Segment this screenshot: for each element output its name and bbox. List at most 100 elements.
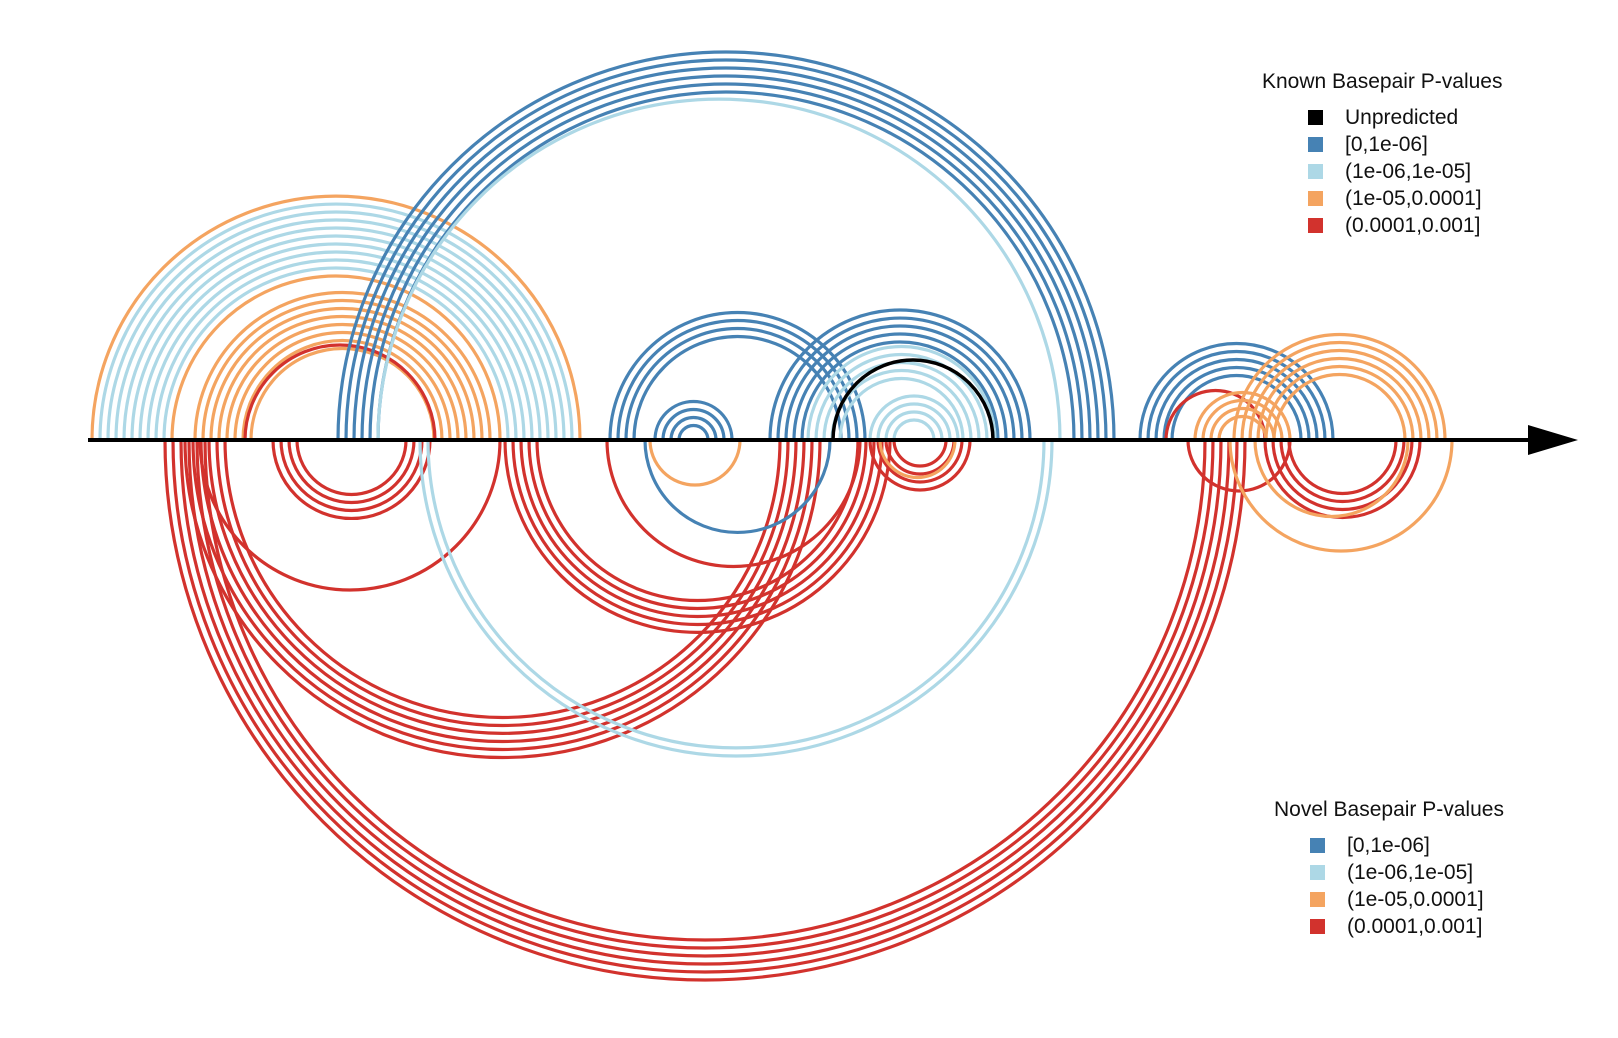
known-legend-item-unpredicted: Unpredicted xyxy=(1262,104,1502,131)
arc-strand xyxy=(360,74,1092,441)
known-legend-item-band1: [0,1e-06] xyxy=(1262,131,1502,158)
novel-arc-bundle-g xyxy=(605,439,862,569)
arc-strand xyxy=(1256,356,1423,441)
arc-strand xyxy=(1201,398,1284,441)
arc-strand xyxy=(784,324,1016,441)
legend-swatch xyxy=(1310,865,1325,880)
arc-strand xyxy=(130,234,542,441)
known-arc-bundle-c xyxy=(243,343,437,441)
known-legend-title: Known Basepair P-values xyxy=(1262,70,1503,93)
known-arc-bundle-b xyxy=(193,290,492,441)
arc-strand xyxy=(344,58,1108,441)
arc-strand xyxy=(138,242,534,441)
known-arc-bundle-h xyxy=(768,308,1032,441)
arc-strand xyxy=(198,439,502,592)
arc-strand xyxy=(653,399,734,441)
arc-strand xyxy=(146,250,526,441)
known-arc-bundle-n xyxy=(1232,332,1447,441)
arc-strand xyxy=(1228,439,1454,553)
arc-strand xyxy=(183,439,822,760)
novel-legend-title: Novel Basepair P-values xyxy=(1274,798,1504,821)
known-legend-item-band4: (0.0001,0.001] xyxy=(1262,212,1502,239)
arc-strand xyxy=(806,344,997,441)
arc-strand xyxy=(876,402,952,441)
legend-label: (0.0001,0.001] xyxy=(1345,213,1481,237)
legend-swatch xyxy=(1308,218,1323,233)
novel-arc-bundle-h xyxy=(643,439,832,535)
arc-strand xyxy=(1271,439,1414,512)
arc-strand xyxy=(162,266,510,441)
arc-strand xyxy=(1248,348,1431,441)
arc-strand xyxy=(241,338,444,441)
arc-strand xyxy=(163,439,1247,982)
legend-label: (1e-05,0.0001] xyxy=(1347,887,1484,911)
known-arcs xyxy=(90,50,1447,441)
known-arc-bundle-d xyxy=(336,50,1116,441)
arc-strand xyxy=(215,439,790,728)
arc-strand xyxy=(519,439,876,619)
known-arc-bundle-e xyxy=(376,97,1062,441)
legend-label: (1e-06,1e-05] xyxy=(1347,860,1474,884)
arc-strand xyxy=(426,439,1046,750)
arc-strand xyxy=(376,97,1062,441)
arc-strand xyxy=(868,394,960,441)
arc-strand xyxy=(122,226,550,441)
arc-strand xyxy=(98,202,574,441)
arc-strand xyxy=(201,298,484,441)
novel-arc-bundle-b xyxy=(183,439,822,760)
arc-strand xyxy=(1162,365,1311,441)
novel-arc-bundle-n xyxy=(1263,439,1422,520)
arc-strand xyxy=(814,352,989,441)
arc-strand xyxy=(868,439,972,492)
known-legend-item-band3: (1e-05,0.0001] xyxy=(1262,185,1502,212)
arc-strand xyxy=(217,314,468,441)
arc-strand xyxy=(792,332,1008,441)
arc-strand xyxy=(800,340,1000,441)
legend-swatch xyxy=(1310,838,1325,853)
known-legend-item-band2: (1e-06,1e-05] xyxy=(1262,158,1502,185)
arc-strand xyxy=(831,358,995,441)
arc-strand xyxy=(776,316,1024,441)
arc-strand xyxy=(209,306,476,441)
arc-strand xyxy=(605,439,862,569)
arc-strand xyxy=(243,343,437,441)
arc-strand xyxy=(892,439,948,468)
arc-strand xyxy=(1264,364,1415,441)
known-arc-bundle-l xyxy=(1138,341,1335,441)
arc-strand xyxy=(1217,414,1268,441)
legend-label: (0.0001,0.001] xyxy=(1347,914,1483,938)
arc-strand xyxy=(154,258,518,441)
novel-arc-bundle-i xyxy=(648,439,742,487)
legend-label: (1e-06,1e-05] xyxy=(1345,159,1472,183)
arc-strand xyxy=(368,82,1084,441)
legend-label: [0,1e-06] xyxy=(1347,833,1430,857)
arc-strand xyxy=(1193,390,1292,441)
novel-arc-bundle-f xyxy=(418,439,1054,758)
novel-arc-bundle-m xyxy=(1228,439,1454,553)
arc-strand xyxy=(669,415,718,441)
known-arc-bundle-a xyxy=(90,194,582,441)
arc-strand xyxy=(511,439,884,627)
known-arc-bundle-k xyxy=(868,394,960,441)
arc-strand xyxy=(648,439,742,487)
arc-strand xyxy=(223,439,782,720)
legend-label: [0,1e-06] xyxy=(1345,132,1428,156)
novel-legend: Novel Basepair P-values [0,1e-06] (1e-06… xyxy=(1274,798,1504,940)
arc-strand xyxy=(179,439,1231,966)
axis-arrowhead xyxy=(1528,425,1578,455)
arc-strand xyxy=(1154,357,1319,441)
known-arc-bundle-o xyxy=(1193,390,1292,441)
arc-strand xyxy=(336,50,1116,441)
legend-label: (1e-05,0.0001] xyxy=(1345,186,1482,210)
arc-strand xyxy=(233,330,452,441)
arc-strand xyxy=(171,439,1239,974)
arc-strand xyxy=(225,322,460,441)
novel-legend-item-band2: (1e-06,1e-05] xyxy=(1274,859,1504,886)
arc-strand xyxy=(1253,439,1410,519)
legend-swatch xyxy=(1308,191,1323,206)
known-legend: Known Basepair P-values Unpredicted [0,1… xyxy=(1262,70,1502,239)
arc-strand xyxy=(295,439,408,497)
legend-swatch xyxy=(1308,110,1323,125)
novel-arcs xyxy=(163,439,1454,982)
novel-arc-bundle-o xyxy=(1253,439,1410,519)
